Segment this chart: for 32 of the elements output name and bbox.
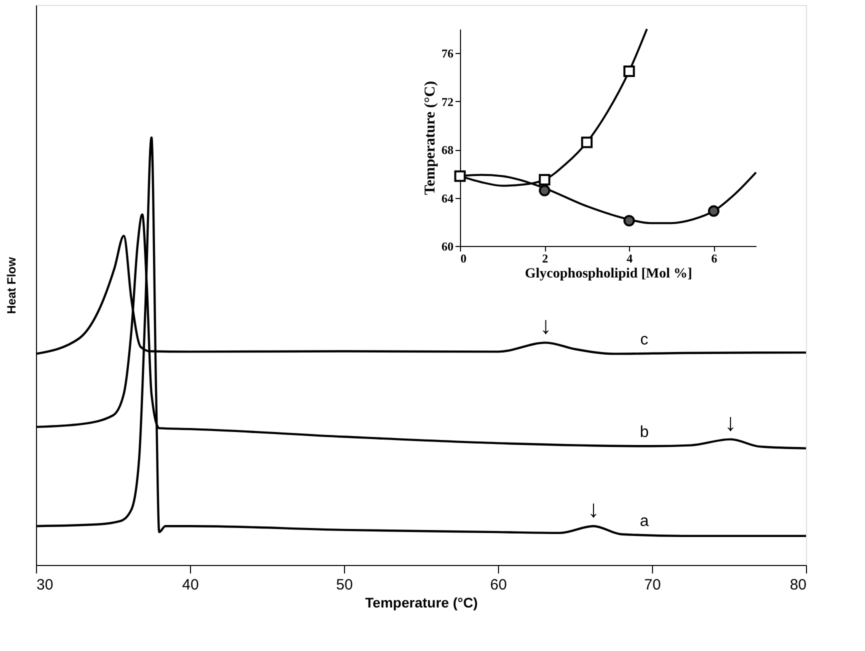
x-tick-label: 30	[36, 576, 54, 594]
point	[538, 184, 550, 196]
x-tick-label: 0	[460, 252, 466, 266]
x-tick-label: 4	[626, 252, 633, 266]
y-axis-title: Heat Flow	[4, 256, 18, 314]
y-tick-label: 64	[442, 191, 454, 206]
point	[581, 136, 593, 148]
point	[538, 174, 550, 186]
point	[454, 170, 466, 182]
x-tick-label: 6	[711, 252, 718, 266]
x-tick-label: 2	[542, 252, 548, 266]
x-tick-label: 40	[182, 576, 199, 594]
series-label: b	[640, 424, 649, 442]
y-tick-label: 60	[442, 240, 454, 254]
point	[623, 214, 635, 226]
x-tick-label: 60	[490, 576, 507, 594]
y-tick-label: 76	[442, 46, 454, 61]
y-axis-title: Temperature (°C)	[422, 81, 438, 195]
y-tick-label: 72	[442, 94, 454, 109]
x-axis-title: Glycophospholipid [Mol %]	[524, 266, 692, 282]
point	[708, 205, 720, 217]
x-tick-label: 70	[644, 576, 661, 594]
x-tick-label: 80	[790, 576, 806, 594]
x-tick-label: 50	[336, 576, 353, 594]
y-tick-label: 68	[442, 143, 454, 158]
annotation: ↓	[724, 409, 737, 436]
series-label: a	[640, 512, 649, 530]
x-axis-title: Temperature (°C)	[365, 594, 478, 610]
series-label: c	[640, 331, 648, 348]
annotation: ↓	[587, 496, 600, 524]
annotation: ↓	[540, 312, 552, 340]
point	[623, 65, 635, 77]
